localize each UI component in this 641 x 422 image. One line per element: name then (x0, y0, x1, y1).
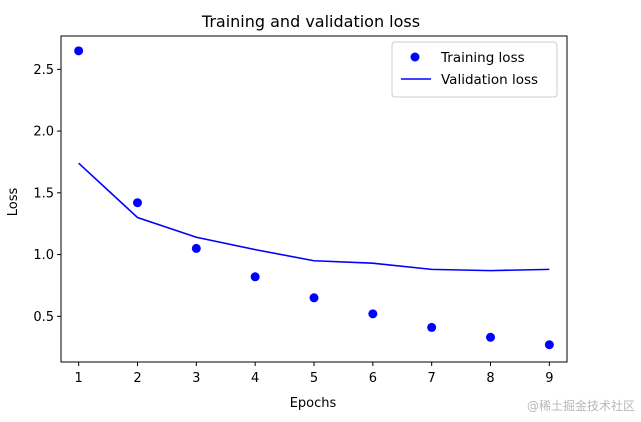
training-loss-point (309, 293, 319, 303)
series-layer (74, 46, 554, 350)
legend-label-training-loss: Training loss (440, 50, 525, 66)
x-tick-label: 6 (369, 371, 377, 386)
y-tick-label: 2.5 (33, 63, 54, 78)
chart-title: Training and validation loss (201, 12, 420, 31)
x-tick-label: 4 (251, 371, 259, 386)
training-loss-point (191, 243, 201, 253)
training-loss-point (132, 198, 142, 208)
x-tick-label: 3 (192, 371, 200, 386)
validation-loss-line (78, 162, 550, 272)
legend-label-validation-loss: Validation loss (441, 72, 538, 88)
x-tick-label: 5 (310, 371, 318, 386)
y-axis-ticks: 0.5 1.0 1.5 2.0 2.5 (33, 63, 61, 325)
x-tick-label: 7 (428, 371, 436, 386)
legend-marker-training-loss (410, 52, 420, 62)
x-tick-label: 2 (133, 371, 141, 386)
x-tick-label: 9 (545, 371, 553, 386)
y-tick-label: 2.0 (33, 125, 54, 140)
training-loss-point (427, 322, 437, 332)
training-loss-point (250, 272, 260, 282)
x-axis-ticks: 1 2 3 4 5 6 7 8 9 (75, 362, 553, 386)
y-tick-label: 1.0 (33, 248, 54, 263)
training-loss-point (74, 46, 84, 56)
x-tick-label: 1 (75, 371, 83, 386)
y-axis-label: Loss (6, 188, 21, 217)
training-loss-point (544, 340, 554, 350)
x-tick-label: 8 (486, 371, 494, 386)
y-tick-label: 1.5 (33, 186, 54, 201)
training-loss-point (486, 332, 496, 342)
legend-box (391, 41, 558, 98)
y-tick-label: 0.5 (33, 310, 54, 325)
x-axis-label: Epochs (290, 396, 337, 411)
watermark: @稀土掘金技术社区 (526, 399, 635, 413)
legend: Training loss Validation loss (391, 41, 558, 98)
training-loss-point (368, 309, 378, 319)
